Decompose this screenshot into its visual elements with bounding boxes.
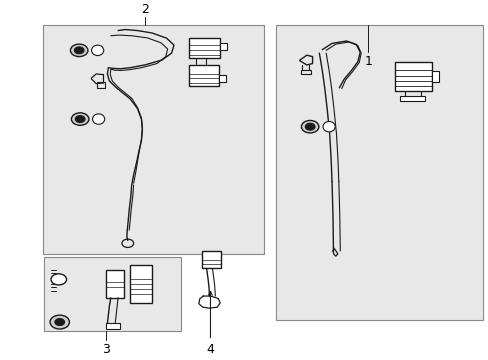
Bar bbox=[220, 43, 227, 50]
Bar bbox=[106, 323, 119, 329]
Bar bbox=[218, 75, 225, 82]
Bar bbox=[130, 265, 152, 303]
Text: 2: 2 bbox=[141, 3, 148, 16]
Bar bbox=[188, 37, 220, 58]
Circle shape bbox=[305, 123, 314, 130]
Circle shape bbox=[51, 274, 66, 285]
Ellipse shape bbox=[323, 121, 334, 132]
Bar bbox=[106, 270, 124, 298]
Bar bbox=[188, 65, 218, 86]
Bar bbox=[42, 25, 264, 255]
Bar bbox=[201, 251, 221, 268]
Bar bbox=[300, 70, 310, 74]
Ellipse shape bbox=[91, 45, 103, 55]
Text: 3: 3 bbox=[102, 343, 110, 356]
Circle shape bbox=[74, 47, 84, 54]
Bar bbox=[394, 62, 431, 91]
Circle shape bbox=[75, 116, 85, 122]
Text: 1: 1 bbox=[364, 55, 372, 68]
Ellipse shape bbox=[92, 114, 104, 124]
Bar bbox=[431, 71, 439, 82]
Bar bbox=[44, 257, 181, 332]
Text: 4: 4 bbox=[206, 343, 214, 356]
Bar bbox=[97, 82, 105, 88]
Circle shape bbox=[55, 319, 64, 325]
Bar bbox=[399, 96, 425, 101]
Bar bbox=[276, 25, 482, 320]
Circle shape bbox=[50, 315, 69, 329]
Circle shape bbox=[70, 44, 88, 57]
Circle shape bbox=[71, 113, 89, 125]
Circle shape bbox=[301, 121, 318, 133]
